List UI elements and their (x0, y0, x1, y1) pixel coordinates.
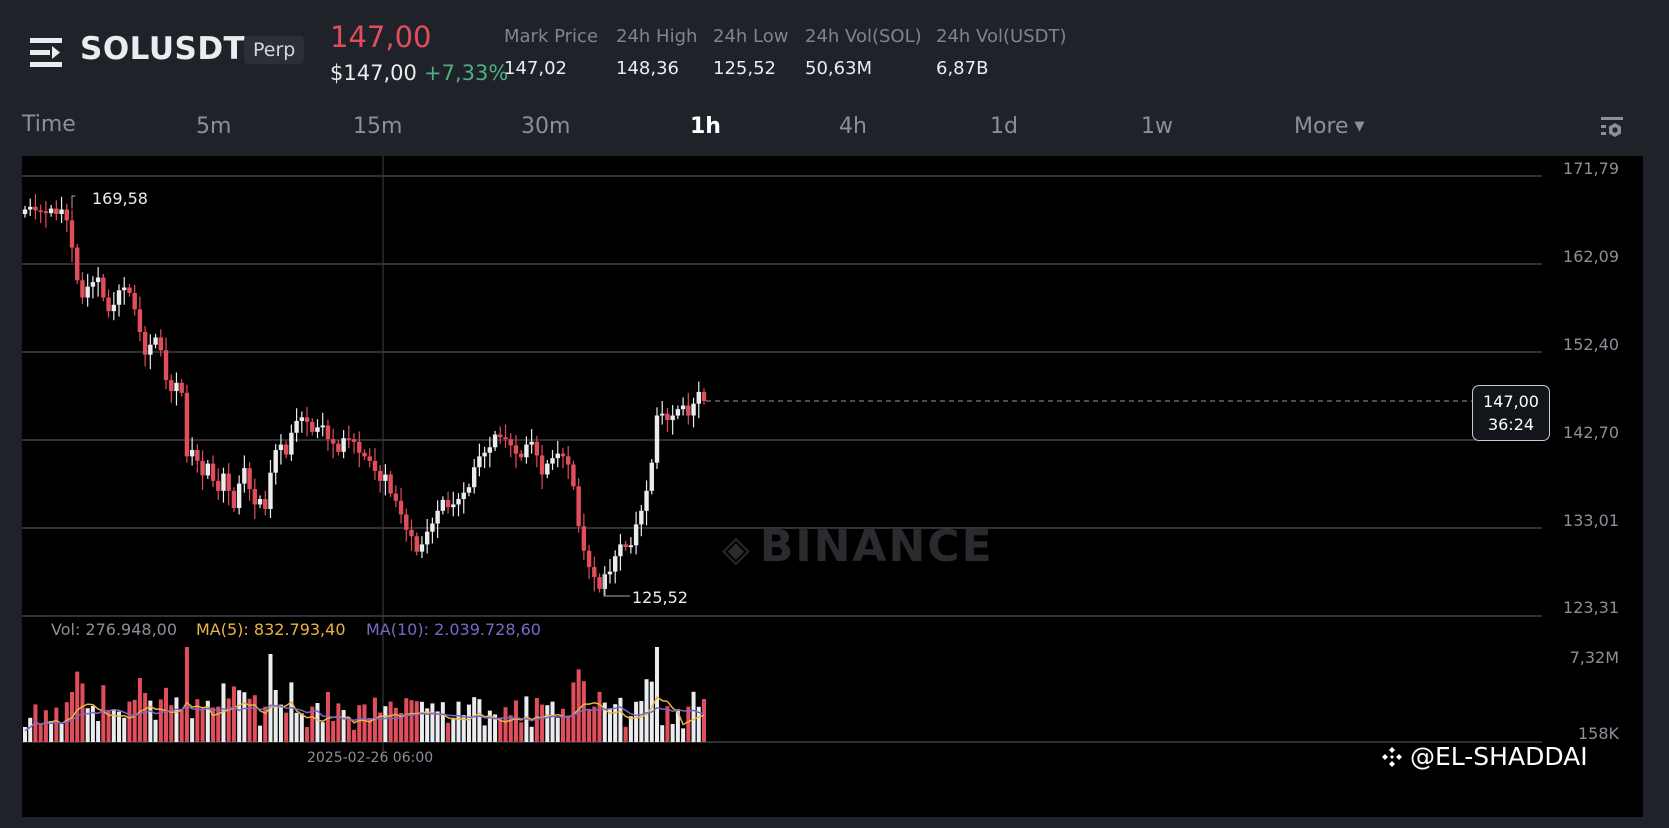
current-price: 147,00 (1483, 392, 1539, 411)
stat-mark-price: Mark Price 147,02 (504, 26, 598, 79)
price-axis-label: 162,09 (1563, 247, 1619, 266)
tab-1d[interactable]: 1d (990, 114, 1018, 139)
stat-value: 148,36 (616, 58, 679, 79)
volume-axis-label: 7,32M (1569, 648, 1619, 667)
tab-1h[interactable]: 1h (690, 114, 721, 139)
caret-down-icon: ▼ (1354, 119, 1365, 134)
author-watermark: @EL-SHADDAI (1380, 742, 1588, 771)
candle-countdown: 36:24 (1487, 415, 1535, 434)
tab-1w[interactable]: 1w (1141, 114, 1173, 139)
price-axis-label: 171,79 (1563, 159, 1619, 178)
ma10-legend: MA(10): 2.039.728,60 (366, 620, 541, 639)
volume-legend: Vol: 276.948,00 (51, 620, 178, 639)
more-dropdown[interactable]: More ▼ (1294, 114, 1365, 139)
tab-5m[interactable]: 5m (196, 114, 232, 139)
stat-24h-low: 24h Low 125,52 (713, 26, 788, 79)
price-axis-label: 142,70 (1563, 423, 1619, 442)
last-price: 147,00 (330, 20, 432, 54)
binance-square-icon (1382, 747, 1402, 767)
stat-24h-vol-usdt: 24h Vol(USDT) 6,87B (936, 26, 1066, 79)
stat-24h-high: 24h High 148,36 (616, 26, 697, 79)
stat-value: 50,63M (805, 58, 873, 79)
current-price-tag: 147,00 36:24 (1472, 385, 1550, 441)
tab-30m[interactable]: 30m (521, 114, 571, 139)
crosshair-date-label: 2025-02-26 06:00 (307, 750, 434, 766)
change-percent: +7,33% (424, 61, 509, 85)
volume-axis-label: 158K (1577, 724, 1619, 743)
stat-label: 24h Low (713, 26, 789, 47)
stat-value: 125,52 (713, 58, 776, 79)
price-axis-label: 133,01 (1563, 511, 1619, 530)
more-label: More (1294, 114, 1349, 139)
binance-watermark: ◈ BINANCE (722, 521, 994, 572)
tab-4h[interactable]: 4h (839, 114, 867, 139)
menu-icon[interactable] (30, 36, 64, 68)
stat-value: 6,87B (936, 58, 989, 79)
right-edge-panel (1643, 156, 1669, 828)
candlestick-chart[interactable]: ◈ BINANCE 171,79 162,09 152,40 142,70 133… (22, 156, 1643, 817)
tab-15m[interactable]: 15m (353, 114, 403, 139)
stat-label: Mark Price (504, 26, 599, 47)
chart-canvas[interactable] (22, 156, 1643, 817)
symbol-name[interactable]: SOLUSDT (80, 31, 246, 67)
stat-24h-vol-sol: 24h Vol(SOL) 50,63M (805, 26, 922, 79)
contract-type-badge: Perp (244, 36, 305, 64)
stat-label: 24h Vol(SOL) (805, 26, 922, 47)
chart-settings-icon[interactable] (1598, 114, 1626, 142)
stat-label: 24h Vol(USDT) (936, 26, 1067, 47)
price-axis-label: 152,40 (1563, 335, 1619, 354)
high-marker: 169,58 (92, 189, 148, 208)
stat-value: 147,02 (504, 58, 567, 79)
tab-time[interactable]: Time (22, 112, 76, 137)
binance-logo-icon: ◈ (722, 529, 752, 570)
ma5-legend: MA(5): 832.793,40 (196, 620, 346, 639)
stat-label: 24h High (616, 26, 698, 47)
usd-price: $147,00 (330, 61, 417, 85)
low-marker: 125,52 (632, 588, 688, 607)
price-axis-label: 123,31 (1563, 598, 1619, 617)
ticker-header: SOLUSDT Perp 147,00 $147,00 +7,33% Mark … (0, 0, 1669, 100)
